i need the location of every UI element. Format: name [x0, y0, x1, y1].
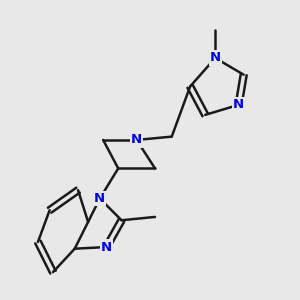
Text: N: N: [210, 52, 221, 64]
Text: N: N: [94, 192, 105, 205]
Text: N: N: [233, 98, 244, 111]
Text: N: N: [101, 241, 112, 254]
Text: N: N: [131, 134, 142, 146]
